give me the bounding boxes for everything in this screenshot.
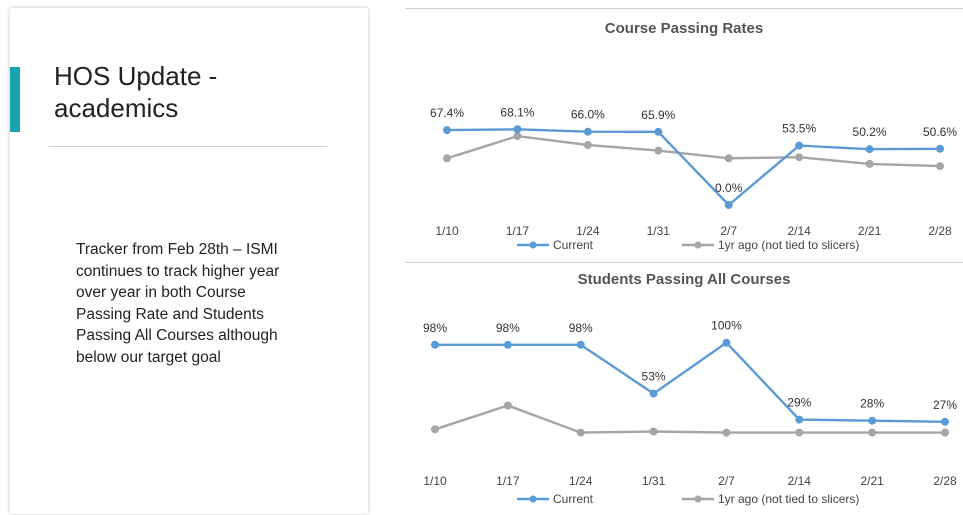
data-point-s1-0 (431, 425, 439, 434)
x-tick-label-0: 1/10 (435, 224, 459, 238)
series-line-0 (446, 128, 941, 207)
x-tick-label-5: 2/14 (788, 474, 812, 488)
data-point-s0-0 (443, 126, 451, 135)
data-point-s0-4 (724, 201, 733, 209)
legend-swatch-marker-0 (529, 241, 537, 249)
data-label-6: 28% (860, 397, 884, 411)
data-point-s1-1 (503, 401, 512, 410)
data-point-s1-6 (865, 159, 874, 168)
data-point-s0-2 (576, 340, 585, 349)
data-label-0: 67.4% (430, 106, 464, 120)
data-point-s0-3 (654, 127, 663, 136)
data-label-7: 27% (933, 398, 957, 412)
series-line-1 (446, 134, 941, 168)
data-point-s1-4 (722, 428, 731, 437)
legend-label-1: 1yr ago (not tied to slicers) (718, 238, 859, 252)
data-label-3: 65.9% (641, 108, 675, 122)
slide-panel: HOS Update - academics Tracker from Feb … (10, 8, 368, 514)
data-label-6: 50.2% (853, 125, 887, 139)
data-label-2: 66.0% (571, 108, 605, 122)
x-tick-label-6: 2/21 (858, 224, 882, 238)
data-point-s0-5 (795, 415, 804, 424)
data-point-s0-1 (503, 340, 512, 349)
data-point-s1-3 (654, 146, 663, 155)
data-point-s0-5 (795, 141, 804, 150)
chart-title: Students Passing All Courses (578, 271, 791, 288)
data-point-s0-6 (865, 145, 874, 154)
x-tick-label-1: 1/17 (496, 474, 520, 488)
x-tick-label-4: 2/7 (718, 474, 735, 488)
title-divider (49, 146, 327, 147)
data-point-s0-6 (868, 416, 877, 425)
x-tick-label-3: 1/31 (642, 474, 666, 488)
x-tick-label-2: 1/24 (569, 474, 593, 488)
data-point-s1-7 (936, 162, 944, 171)
legend-swatch-marker-1 (694, 495, 702, 503)
slide-body-text: Tracker from Feb 28th – ISMI continues t… (76, 241, 280, 366)
data-point-s1-6 (868, 428, 877, 437)
x-tick-label-3: 1/31 (647, 224, 671, 238)
x-tick-label-4: 2/7 (720, 224, 737, 238)
data-label-7: 50.6% (923, 125, 957, 139)
x-tick-label-5: 2/14 (787, 224, 811, 238)
data-point-s1-5 (795, 428, 804, 437)
x-tick-label-7: 2/28 (928, 224, 952, 238)
data-point-s1-3 (649, 427, 658, 436)
x-tick-label-1: 1/17 (506, 224, 530, 238)
students-passing-all-courses-svg: Students Passing All Courses 98% 98% 98% 53%… (423, 271, 957, 506)
data-label-0: 98% (423, 321, 447, 335)
slide-title: HOS Update - academics (54, 61, 218, 123)
legend-swatch-marker-0 (529, 495, 537, 503)
data-point-s1-1 (513, 132, 522, 141)
legend-label-1: 1yr ago (not tied to slicers) (718, 492, 859, 506)
data-label-1: 68.1% (500, 105, 534, 119)
data-label-4: 0.0% (715, 181, 743, 195)
data-point-s0-3 (649, 389, 658, 398)
course-passing-rates-chart: Course Passing Rates 67.4% 68.1% 66.0% 65.9%… (405, 8, 963, 262)
x-tick-label-6: 2/21 (860, 474, 884, 488)
legend-swatch-marker-1 (694, 241, 702, 249)
x-tick-label-2: 1/24 (576, 224, 600, 238)
data-point-s1-4 (724, 154, 733, 163)
data-point-s0-7 (936, 144, 944, 153)
data-point-s0-1 (513, 125, 522, 134)
data-label-5: 53.5% (782, 122, 816, 136)
course-passing-rates-svg: Course Passing Rates 67.4% 68.1% 66.0% 65.9%… (430, 20, 957, 252)
data-label-4: 100% (711, 319, 742, 333)
data-label-2: 98% (569, 321, 593, 335)
data-label-3: 53% (642, 370, 666, 384)
series-line-0 (435, 341, 946, 423)
legend-label-0: Current (553, 492, 594, 506)
chart-title: Course Passing Rates (605, 20, 763, 37)
data-point-s0-2 (583, 127, 592, 136)
accent-bar (10, 67, 20, 132)
data-point-s1-2 (576, 428, 585, 437)
x-tick-label-0: 1/10 (423, 474, 447, 488)
data-label-5: 29% (787, 396, 811, 410)
x-tick-label-7: 2/28 (933, 474, 957, 488)
data-point-s0-4 (722, 338, 731, 347)
data-point-s1-7 (941, 428, 949, 437)
students-passing-all-courses-chart: Students Passing All Courses 98% 98% 98% 53%… (405, 262, 963, 515)
data-point-s0-0 (431, 340, 439, 349)
data-label-1: 98% (496, 321, 520, 335)
data-point-s1-0 (443, 154, 451, 163)
data-point-s0-7 (941, 417, 949, 426)
data-point-s1-5 (795, 153, 804, 162)
data-point-s1-2 (583, 141, 592, 149)
series-line-1 (434, 404, 945, 434)
legend-label-0: Current (553, 238, 594, 252)
